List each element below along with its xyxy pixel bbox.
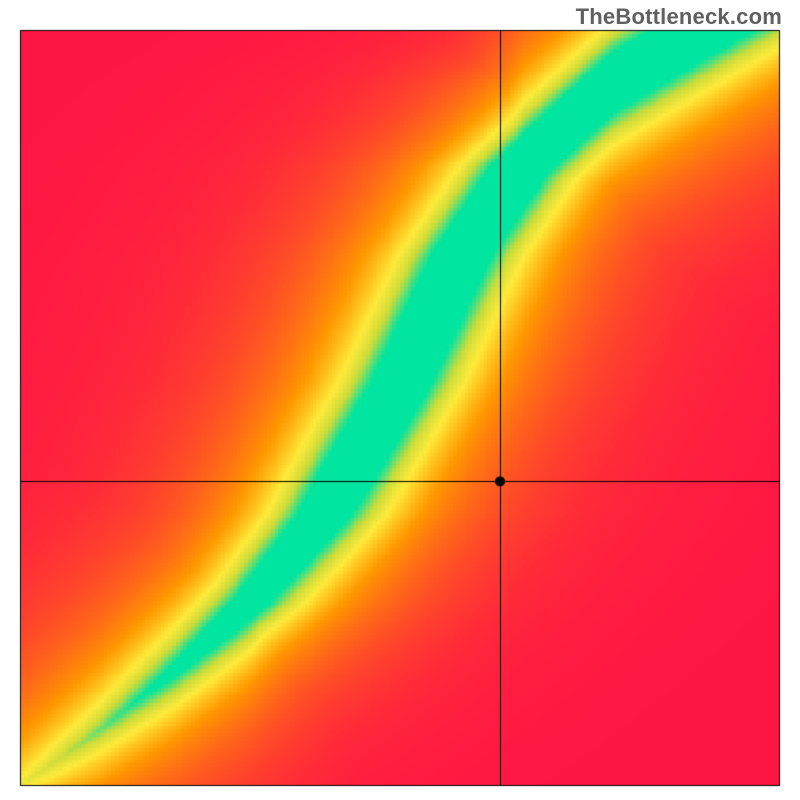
bottleneck-heatmap [0, 0, 800, 800]
watermark-text: TheBottleneck.com [576, 4, 782, 30]
